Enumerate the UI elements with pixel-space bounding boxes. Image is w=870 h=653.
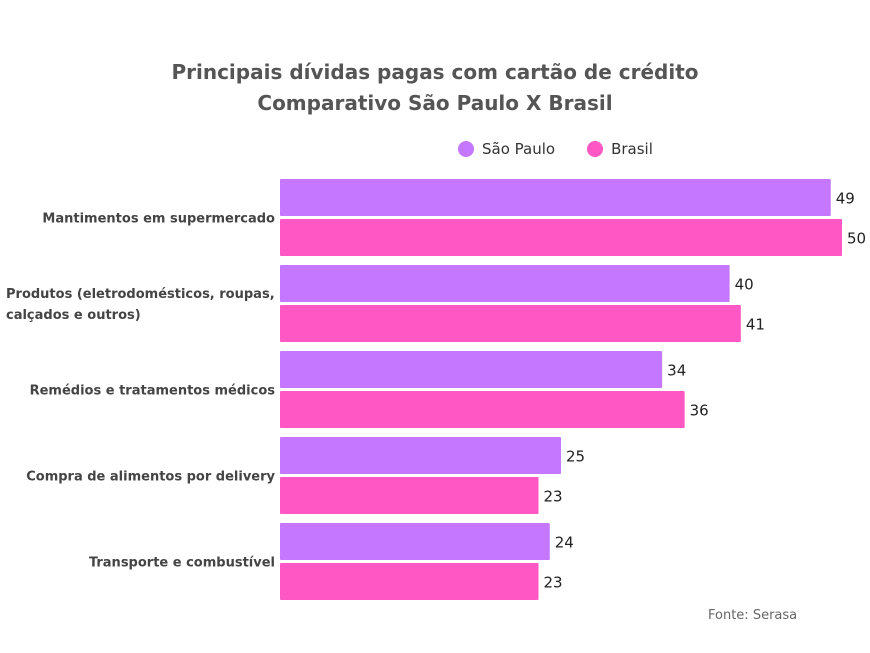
data-label: 34 <box>667 362 686 380</box>
bar-brasil <box>280 391 685 428</box>
category-label-line: Transporte e combustível <box>89 556 275 571</box>
category-label: Mantimentos em supermercado <box>42 212 275 227</box>
bar-sao-paulo <box>280 437 561 474</box>
legend-label: São Paulo <box>482 140 556 158</box>
bar-brasil <box>280 563 539 600</box>
category-label: Transporte e combustível <box>89 556 275 571</box>
bar-brasil <box>280 477 539 514</box>
category-label: Produtos (eletrodomésticos, roupas, calça… <box>6 287 275 323</box>
bar-sao-paulo <box>280 265 730 302</box>
legend-marker <box>587 141 604 157</box>
chart-subtitle: Comparativo São Paulo X Brasil <box>257 91 613 115</box>
legend-item-sao-paulo[interactable]: São Paulo <box>458 140 555 158</box>
category-label-line: Compra de alimentos por delivery <box>26 470 275 485</box>
chart-title: Principais dívidas pagas com cartão de c… <box>171 60 699 84</box>
bar-brasil <box>280 219 842 256</box>
data-label: 36 <box>690 402 709 420</box>
source-note: Fonte: Serasa <box>708 608 798 623</box>
category-label-line: calçados e outros) <box>6 308 141 323</box>
legend-label: Brasil <box>611 140 653 158</box>
data-label: 24 <box>555 534 574 552</box>
data-label: 49 <box>836 190 855 208</box>
category-label-line: Produtos (eletrodomésticos, roupas, <box>6 287 275 302</box>
bar-sao-paulo <box>280 179 831 216</box>
category-label: Remédios e tratamentos médicos <box>30 384 276 399</box>
data-label: 25 <box>566 448 585 466</box>
category-label-line: Remédios e tratamentos médicos <box>30 384 276 399</box>
legend-item-brasil[interactable]: Brasil <box>587 140 653 158</box>
data-label: 40 <box>735 276 754 294</box>
data-label: 23 <box>544 574 563 592</box>
bar-sao-paulo <box>280 351 663 388</box>
legend: São Paulo Brasil <box>458 140 653 158</box>
bar-brasil <box>280 305 741 342</box>
category-label: Compra de alimentos por delivery <box>26 470 275 485</box>
data-label: 41 <box>746 316 765 334</box>
data-label: 50 <box>847 230 866 248</box>
data-label: 23 <box>544 488 563 506</box>
legend-marker <box>458 141 474 157</box>
bar-sao-paulo <box>280 523 550 560</box>
category-label-line: Mantimentos em supermercado <box>42 212 275 227</box>
